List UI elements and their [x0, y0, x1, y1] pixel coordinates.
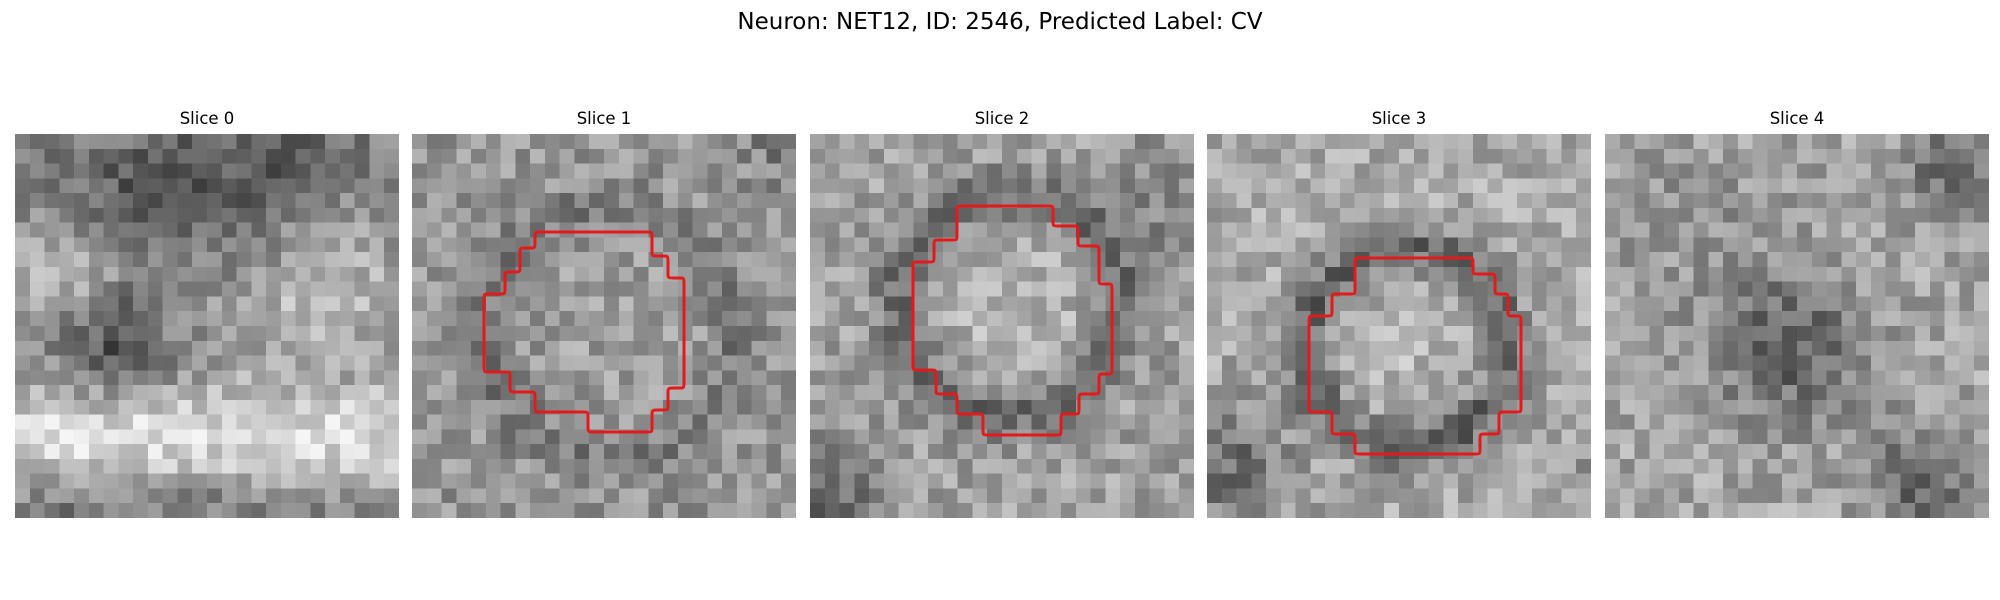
- slice-title: Slice 3: [1207, 108, 1591, 130]
- slice-panel-0: Slice 0: [15, 108, 399, 518]
- slice-title: Slice 0: [15, 108, 399, 130]
- segmentation-contour: [1207, 134, 1591, 518]
- slice-panel-1: Slice 1: [412, 108, 796, 518]
- slice-panel-4: Slice 4: [1605, 108, 1989, 518]
- slice-title: Slice 4: [1605, 108, 1989, 130]
- segmentation-contour: [810, 134, 1194, 518]
- segmentation-contour: [412, 134, 796, 518]
- slice-title: Slice 2: [810, 108, 1194, 130]
- grayscale-slice-image: [15, 134, 399, 518]
- slice-panel-3: Slice 3: [1207, 108, 1591, 518]
- slice-panel-2: Slice 2: [810, 108, 1194, 518]
- grayscale-slice-image: [1605, 134, 1989, 518]
- slice-title: Slice 1: [412, 108, 796, 130]
- figure-title: Neuron: NET12, ID: 2546, Predicted Label…: [0, 8, 2000, 36]
